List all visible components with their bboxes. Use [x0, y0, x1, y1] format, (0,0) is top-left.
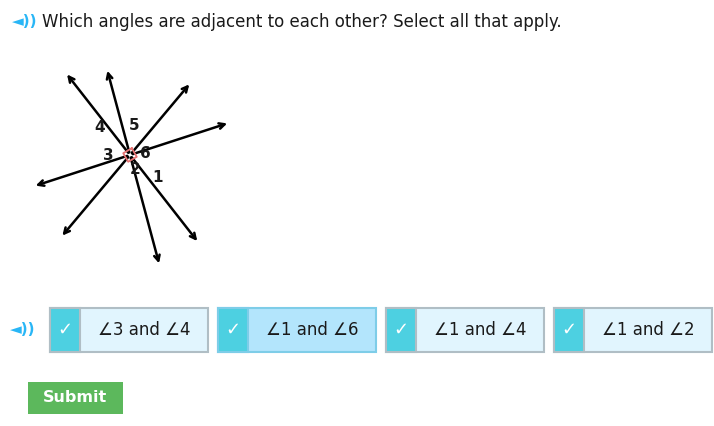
- Text: Which angles are adjacent to each other? Select all that apply.: Which angles are adjacent to each other?…: [42, 13, 562, 31]
- Bar: [50, 308, 80, 352]
- Text: 3: 3: [103, 147, 114, 162]
- Text: ∠1 and ∠6: ∠1 and ∠6: [266, 321, 358, 339]
- Text: Submit: Submit: [44, 391, 108, 406]
- Text: 4: 4: [95, 120, 105, 135]
- Text: ∠3 and ∠4: ∠3 and ∠4: [98, 321, 190, 339]
- Bar: [554, 308, 584, 352]
- Bar: [554, 308, 712, 352]
- Text: ✓: ✓: [393, 321, 408, 339]
- Text: ∠1 and ∠4: ∠1 and ∠4: [433, 321, 526, 339]
- Text: ◄)): ◄)): [10, 322, 36, 337]
- Text: ✓: ✓: [57, 321, 73, 339]
- Text: 5: 5: [129, 118, 139, 132]
- Text: 2: 2: [130, 161, 141, 176]
- Bar: [50, 308, 208, 352]
- Bar: [218, 308, 248, 352]
- Bar: [386, 308, 416, 352]
- Bar: [28, 382, 123, 414]
- Bar: [218, 308, 376, 352]
- Bar: [386, 308, 544, 352]
- Text: ✓: ✓: [561, 321, 577, 339]
- Text: ∠1 and ∠2: ∠1 and ∠2: [602, 321, 694, 339]
- Text: 6: 6: [140, 146, 151, 161]
- Text: ◄)): ◄)): [12, 14, 38, 29]
- Text: ✓: ✓: [226, 321, 241, 339]
- Text: 1: 1: [153, 170, 164, 184]
